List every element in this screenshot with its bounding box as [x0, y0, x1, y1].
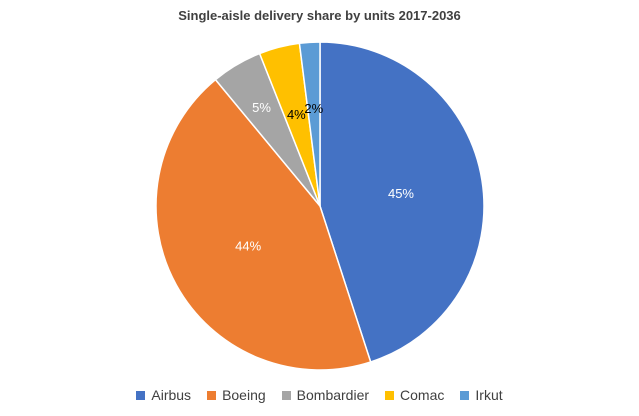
- legend-swatch: [281, 390, 291, 400]
- legend: Airbus Boeing Bombardier Comac Irkut: [0, 387, 639, 403]
- pie-slice-irkut: [298, 41, 321, 207]
- legend-swatch: [136, 390, 146, 400]
- data-label-irkut: 2%: [304, 101, 323, 116]
- legend-swatch: [460, 390, 470, 400]
- data-label-bombardier: 5%: [252, 100, 271, 115]
- chart-title: Single-aisle delivery share by units 201…: [178, 8, 461, 23]
- legend-label: Boeing: [222, 387, 266, 403]
- legend-item-boeing: Boeing: [207, 387, 266, 403]
- pie-slice-boeing: [155, 78, 372, 371]
- legend-item-bombardier: Bombardier: [281, 387, 370, 403]
- data-label-airbus: 45%: [388, 186, 414, 201]
- legend-label: Bombardier: [296, 387, 370, 403]
- data-label-boeing: 44%: [235, 239, 261, 254]
- legend-swatch: [385, 390, 395, 400]
- legend-label: Comac: [400, 387, 445, 403]
- legend-label: Irkut: [475, 387, 503, 403]
- legend-item-airbus: Airbus: [136, 387, 191, 403]
- legend-item-irkut: Irkut: [460, 387, 503, 403]
- data-label-comac: 4%: [287, 107, 306, 122]
- legend-item-comac: Comac: [385, 387, 444, 403]
- legend-swatch: [207, 390, 217, 400]
- legend-label: Airbus: [151, 387, 192, 403]
- pie-slice-airbus: [319, 41, 485, 363]
